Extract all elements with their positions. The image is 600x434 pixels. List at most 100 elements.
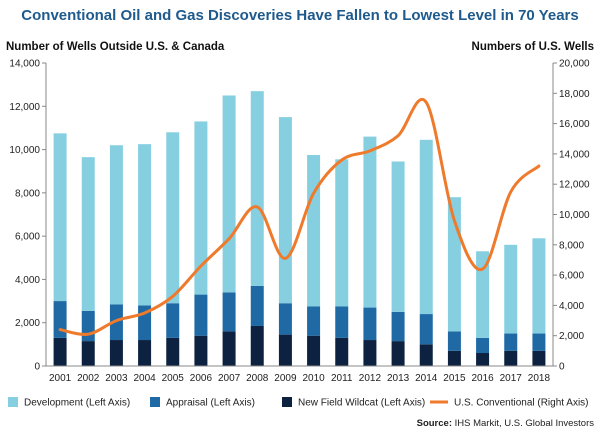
- bar-development: [250, 91, 264, 286]
- source-text: IHS Markit, U.S. Global Investors: [452, 418, 594, 429]
- bar-development: [81, 157, 95, 311]
- legend-label: Appraisal (Left Axis): [166, 398, 255, 409]
- right-tick-label: 0: [559, 362, 565, 373]
- bar-appraisal: [81, 310, 95, 342]
- legend: Development (Left Axis) Appraisal (Left A…: [8, 397, 589, 409]
- legend-label: Development (Left Axis): [24, 398, 130, 409]
- left-tick-label: 8,000: [15, 188, 40, 199]
- x-tick-label: 2015: [443, 373, 466, 384]
- x-tick-label: 2016: [471, 373, 494, 384]
- x-tick-label: 2011: [331, 373, 353, 384]
- bar-development: [391, 161, 405, 312]
- x-tick-label: 2010: [302, 373, 325, 384]
- bar-new-field-wildcat: [222, 331, 236, 366]
- bar-appraisal: [363, 307, 377, 341]
- bar-development: [194, 121, 208, 295]
- x-tick-label: 2009: [274, 373, 297, 384]
- bar-new-field-wildcat: [194, 335, 208, 366]
- right-axis-title: Numbers of U.S. Wells: [472, 41, 594, 53]
- right-tick-label: 6,000: [559, 271, 584, 282]
- right-tick-label: 14,000: [559, 149, 590, 160]
- left-tick-label: 4,000: [15, 275, 40, 286]
- x-tick-label: 2005: [162, 373, 185, 384]
- x-tick-label: 2014: [415, 373, 438, 384]
- x-tick-label: 2013: [387, 373, 410, 384]
- bar-new-field-wildcat: [53, 337, 67, 366]
- bar-development: [363, 136, 377, 308]
- bar-development: [222, 95, 236, 293]
- bar-new-field-wildcat: [532, 350, 546, 366]
- x-tick-label: 2012: [359, 373, 382, 384]
- x-tick-label: 2007: [218, 373, 241, 384]
- bar-development: [476, 251, 490, 338]
- bar-new-field-wildcat: [476, 353, 490, 366]
- bar-new-field-wildcat: [109, 340, 123, 366]
- x-tick-label: 2006: [190, 373, 213, 384]
- bar-development: [419, 139, 433, 315]
- bar-development: [166, 132, 180, 304]
- bar-appraisal: [222, 292, 236, 332]
- bar-new-field-wildcat: [138, 340, 152, 366]
- legend-label: U.S. Conventional (Right Axis): [454, 398, 589, 409]
- x-tick-label: 2008: [246, 373, 269, 384]
- x-tick-label: 2002: [77, 373, 100, 384]
- left-tick-label: 12,000: [9, 102, 40, 113]
- left-tick-label: 14,000: [9, 59, 40, 70]
- left-tick-label: 6,000: [15, 232, 40, 243]
- bar-appraisal: [278, 303, 292, 335]
- left-tick-label: 2,000: [15, 318, 40, 329]
- right-tick-label: 20,000: [559, 59, 590, 70]
- right-tick-label: 4,000: [559, 301, 584, 312]
- right-tick-label: 16,000: [559, 119, 590, 130]
- line-u-s-conventional: [58, 98, 541, 336]
- bar-appraisal: [307, 306, 321, 336]
- right-tick-label: 10,000: [559, 210, 590, 221]
- bar-appraisal: [250, 285, 264, 326]
- bar-development: [532, 238, 546, 334]
- left-tick-label: 0: [34, 362, 40, 373]
- bar-new-field-wildcat: [278, 334, 292, 366]
- bar-development: [278, 117, 292, 304]
- bar-appraisal: [419, 314, 433, 345]
- bar-new-field-wildcat: [335, 337, 349, 366]
- bar-stacks: [53, 91, 546, 366]
- bar-new-field-wildcat: [419, 344, 433, 366]
- bar-appraisal: [447, 331, 461, 351]
- right-tick-label: 18,000: [559, 89, 590, 100]
- left-axis-title: Number of Wells Outside U.S. & Canada: [6, 41, 225, 53]
- bar-new-field-wildcat: [504, 350, 518, 366]
- axes: [45, 63, 554, 367]
- bar-new-field-wildcat: [447, 350, 461, 366]
- bar-appraisal: [391, 311, 405, 342]
- bar-appraisal: [166, 303, 180, 338]
- bar-development: [335, 159, 349, 307]
- right-tick-label: 8,000: [559, 240, 584, 251]
- x-tick-label: 2004: [133, 373, 156, 384]
- bar-development: [53, 133, 67, 302]
- x-tick-label: 2001: [49, 373, 72, 384]
- bar-new-field-wildcat: [391, 341, 405, 366]
- x-tick-label: 2003: [105, 373, 128, 384]
- x-axis-ticks: 2001 2002 2003 2004 2005 2006 2007 2008 2009 2010…: [49, 373, 551, 384]
- right-axis-ticks: 0 2,000 4,000 6,000 8,000 10,000 12,000 14,000 1…: [553, 59, 590, 373]
- legend-swatch-development: [8, 397, 18, 407]
- bar-new-field-wildcat: [363, 340, 377, 366]
- source-label: Source:: [417, 418, 452, 429]
- chart-title: Conventional Oil and Gas Discoveries Hav…: [21, 7, 578, 24]
- us-conventional-line: [58, 98, 541, 336]
- bar-development: [138, 144, 152, 306]
- legend-label: New Field Wildcat (Left Axis): [298, 398, 425, 409]
- bar-appraisal: [53, 301, 67, 338]
- legend-swatch-appraisal: [150, 397, 160, 407]
- bar-appraisal: [335, 306, 349, 338]
- bar-new-field-wildcat: [81, 341, 95, 366]
- right-tick-label: 2,000: [559, 331, 584, 342]
- bar-development: [504, 244, 518, 334]
- legend-swatch-new-field-wildcat: [282, 397, 292, 407]
- x-tick-label: 2017: [500, 373, 523, 384]
- left-axis-ticks: 0 2,000 4,000 6,000 8,000 10,000 12,000 14,000: [9, 59, 46, 373]
- bar-appraisal: [194, 294, 208, 336]
- bar-new-field-wildcat: [250, 325, 264, 366]
- bar-appraisal: [504, 333, 518, 351]
